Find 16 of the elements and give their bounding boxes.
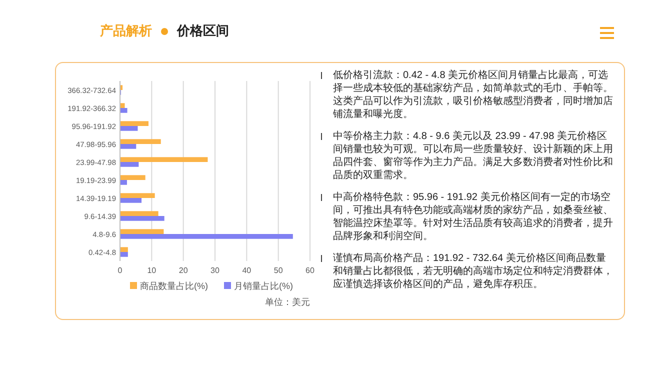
text: 谨慎布局高价格产品：191.92 - 732.64 美元价格区间商品数量和销量占比都很低，若无明确的高端市场定位和特定消费群体，应谨慎选择该价格区间的产品，避免库存积压。 [333,253,613,290]
text: 低价格引流款：0.42 - 4.8 美元价格区间月销量占比最高，可选择一些成本较低的基础家纺产品，如简单款式的毛巾、手帕等。这类产品可以作为引流款，吸引价格敏感型消费者，同时增加店铺流量和曝光度。 [333,70,613,120]
chart-subtitle: 价格区间 [177,23,229,38]
text: 单位：美元 [265,297,310,307]
legend-label: 月销量占比(%) [234,281,293,291]
text: 中等价格主力款：4.8 - 9.6 美元以及 23.99 - 47.98 美元价格区间销量也较为可观。可以布局一些质量较好、设计新颖的床上用品四件套、窗帘等作为主力产品。满足大多数消费者对性价比和品质的双重需求。 [333,131,613,181]
chart-title: 产品解析 [100,23,152,38]
x-tick-label: 0 [118,266,123,275]
legend-label: 商品数量占比(%) [140,281,208,291]
x-tick-label: 50 [274,266,284,275]
x-tick-label: 10 [147,266,157,275]
x-tick-label: 30 [210,266,220,275]
text: 中高价格特色款：95.96 - 191.92 美元价格区间有一定的市场空间，可推出具有特色功能或高端材质的家纺产品，如桑蚕丝被、智能温控床垫罩等。针对对生活品质有较高追求的消费者，提升品牌形象和利润空间。 [333,192,613,242]
x-tick-label: 40 [242,266,252,275]
x-tick-label: 60 [306,266,315,275]
x-tick-label: 20 [178,266,188,275]
